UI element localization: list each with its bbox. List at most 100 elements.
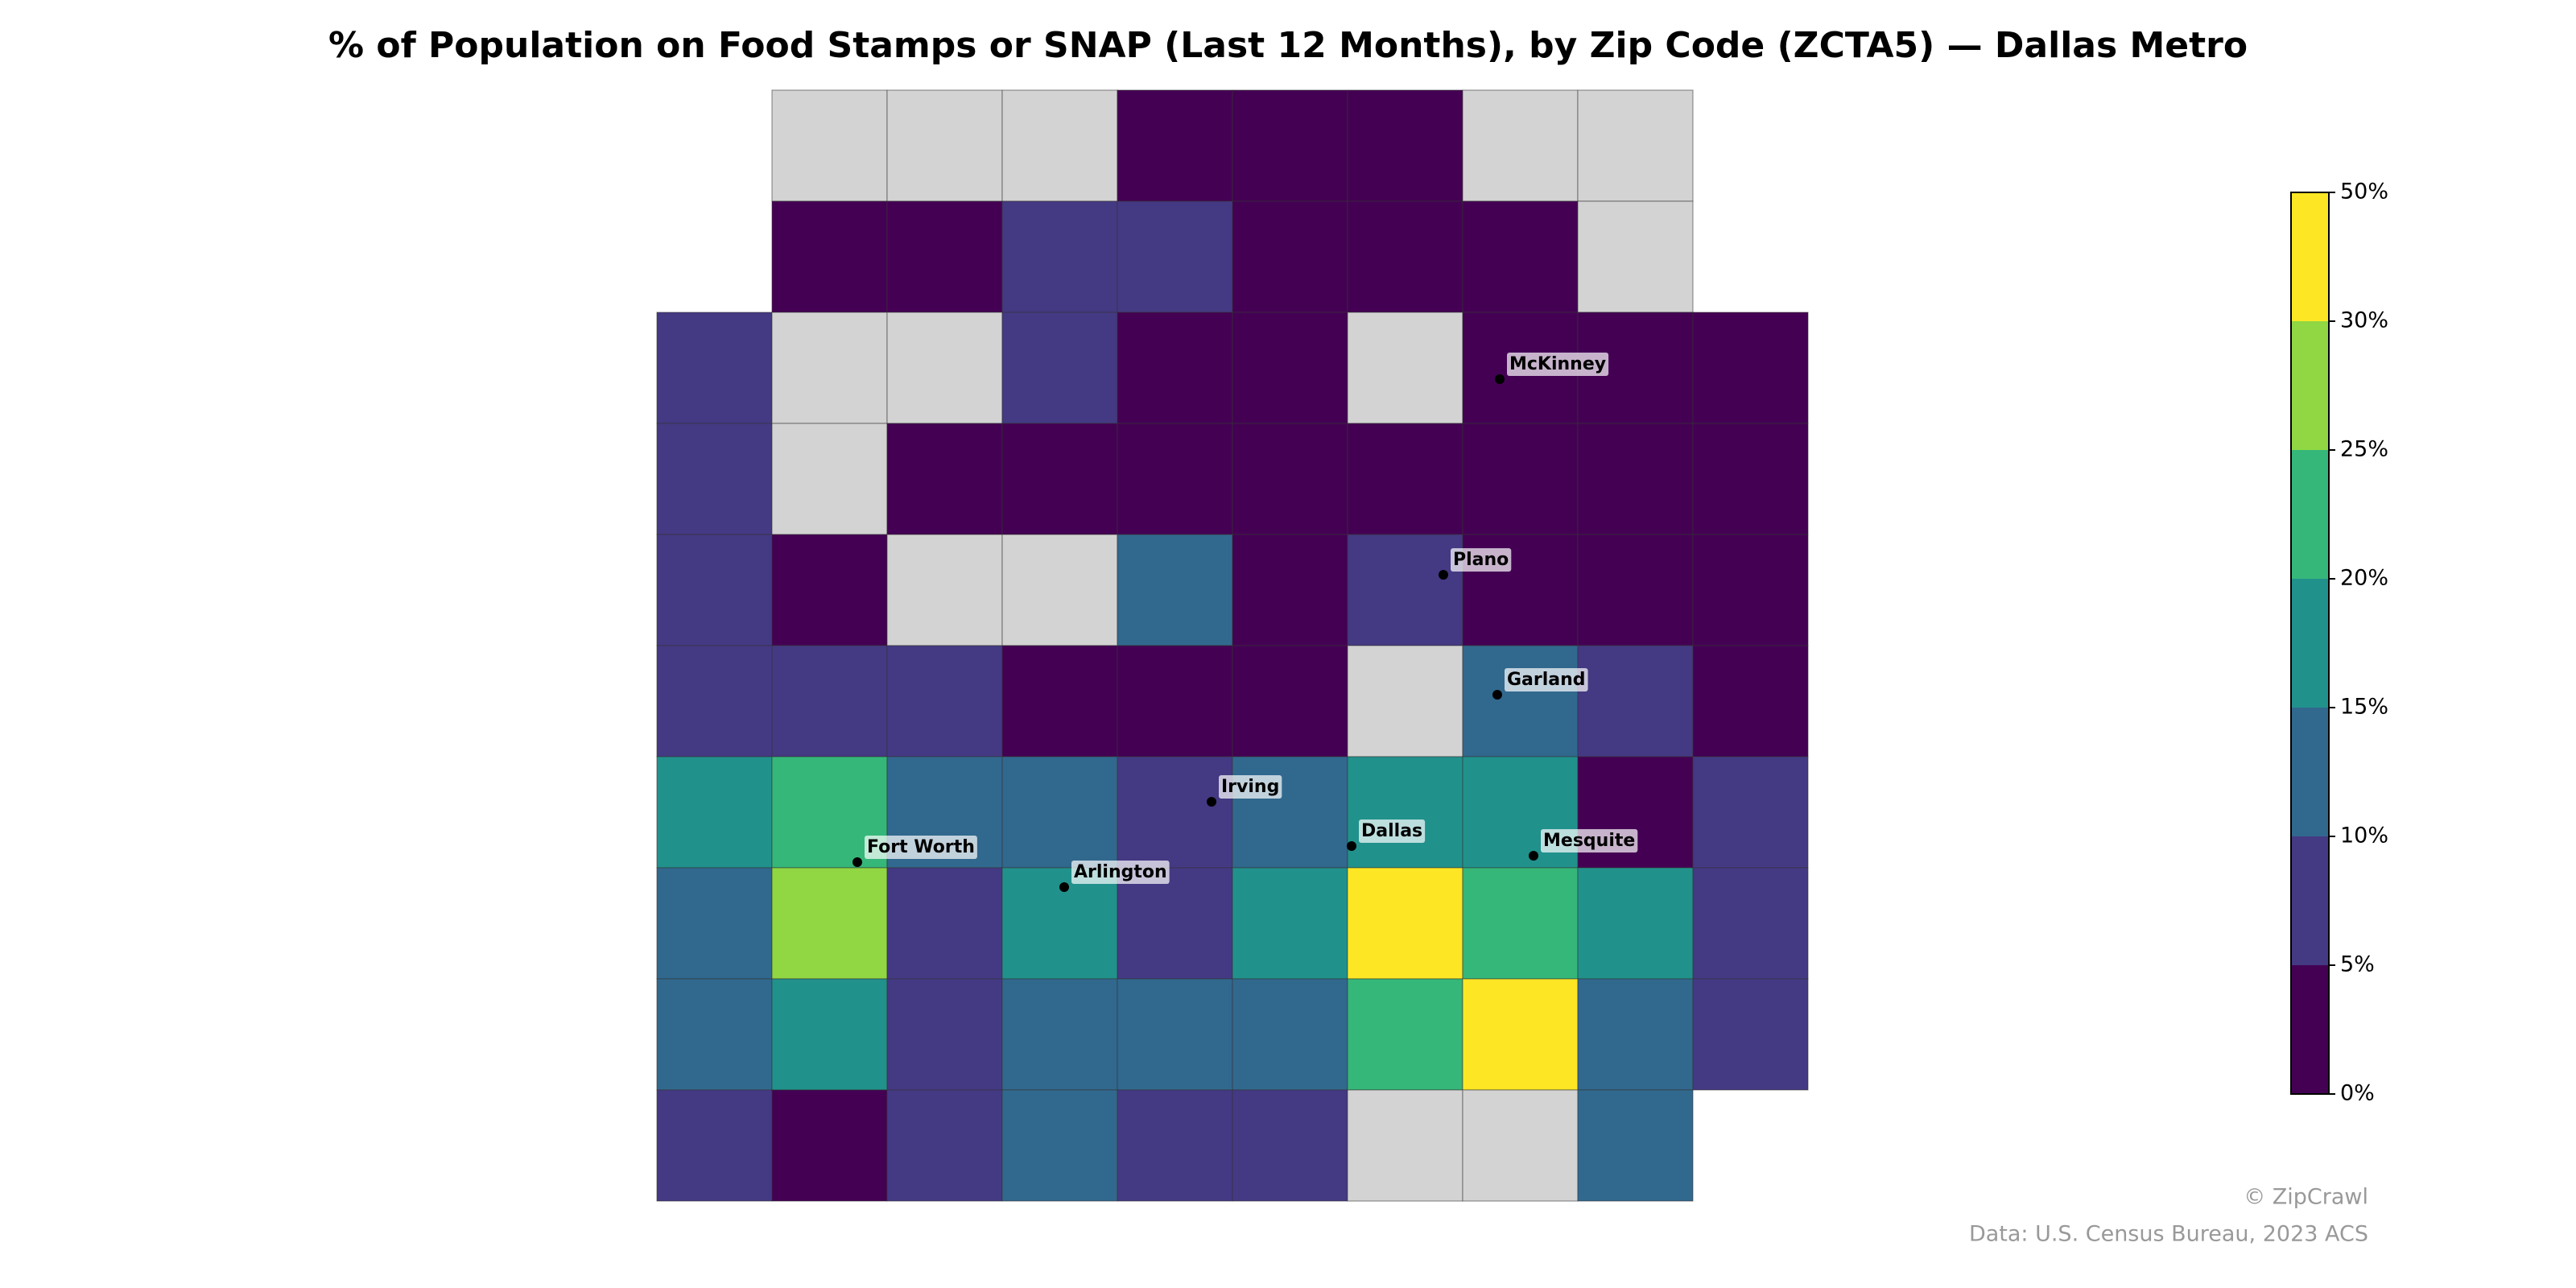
zip-zone bbox=[1692, 978, 1809, 1091]
zip-zone bbox=[1692, 756, 1809, 869]
zip-zone bbox=[1462, 867, 1579, 980]
no-data-zone bbox=[886, 534, 1003, 646]
zip-zone bbox=[1462, 978, 1579, 1091]
zip-zone bbox=[1462, 200, 1579, 313]
zip-zone bbox=[1462, 423, 1579, 535]
zip-zone bbox=[886, 867, 1003, 980]
zip-zone bbox=[1577, 534, 1694, 646]
zip-zone bbox=[1001, 312, 1118, 424]
zip-zones bbox=[656, 89, 1809, 1202]
zip-zone bbox=[1001, 978, 1118, 1091]
zip-zone bbox=[656, 756, 773, 869]
zip-zone bbox=[1117, 89, 1233, 202]
zip-zone bbox=[886, 1089, 1003, 1202]
zip-zone bbox=[1577, 1089, 1694, 1202]
colorbar-tick-label: 30% bbox=[2340, 308, 2388, 333]
zip-zone bbox=[1232, 312, 1348, 424]
city-label-bg bbox=[1451, 548, 1512, 572]
no-data-zone bbox=[1001, 534, 1118, 646]
zip-zone bbox=[1232, 978, 1348, 1091]
zip-zone bbox=[656, 534, 773, 646]
zip-zone bbox=[1347, 534, 1463, 646]
zip-zone bbox=[886, 645, 1003, 758]
zip-zone bbox=[1117, 756, 1233, 869]
colorbar-tick-label: 5% bbox=[2340, 952, 2375, 977]
city-label: Dallas bbox=[1361, 821, 1422, 841]
zip-zone bbox=[886, 978, 1003, 1091]
city-label-bg bbox=[1359, 819, 1426, 843]
no-data-zone bbox=[771, 312, 888, 424]
zip-zone bbox=[1001, 423, 1118, 535]
zip-zone bbox=[1577, 645, 1694, 758]
zip-zone bbox=[1117, 423, 1233, 535]
zip-zone bbox=[1001, 645, 1118, 758]
zip-zone bbox=[886, 423, 1003, 535]
city-label: Plano bbox=[1453, 550, 1509, 570]
zip-zone bbox=[1232, 534, 1348, 646]
colorbar-tick-label: 0% bbox=[2340, 1081, 2375, 1106]
colorbar-tick-label: 25% bbox=[2340, 437, 2388, 462]
zip-zone bbox=[1347, 89, 1463, 202]
no-data-zone bbox=[1001, 89, 1118, 202]
zip-zone bbox=[1117, 200, 1233, 313]
colorbar-tick-label: 20% bbox=[2340, 566, 2388, 591]
zip-zone bbox=[1577, 867, 1694, 980]
no-data-zone bbox=[1462, 89, 1579, 202]
zip-zone bbox=[1117, 534, 1233, 646]
city-label-bg bbox=[1541, 829, 1638, 852]
colorbar-segment bbox=[2291, 321, 2329, 450]
city-labels: McKinney Plano Garland Irving Dallas Mesquite… bbox=[852, 353, 1638, 892]
zip-zone bbox=[771, 1089, 888, 1202]
zip-zone bbox=[771, 645, 888, 758]
zip-zone bbox=[656, 423, 773, 535]
colorbar-segment bbox=[2291, 708, 2329, 836]
no-data-zone bbox=[886, 312, 1003, 424]
city-dot bbox=[852, 857, 862, 867]
city-label-bg bbox=[865, 836, 977, 859]
credit: © ZipCrawl bbox=[2244, 1185, 2368, 1210]
no-data-zone bbox=[771, 423, 888, 535]
zip-zone bbox=[1692, 867, 1809, 980]
source-note: Data: U.S. Census Bureau, 2023 ACS bbox=[1969, 1222, 2368, 1247]
zip-zone bbox=[656, 1089, 773, 1202]
city-label: Garland bbox=[1507, 670, 1586, 690]
zip-zone bbox=[1232, 1089, 1348, 1202]
city-label-bg bbox=[1219, 775, 1282, 799]
zip-zone bbox=[1001, 756, 1118, 869]
zip-zone bbox=[1117, 867, 1233, 980]
zip-zone bbox=[1001, 1089, 1118, 1202]
zip-zone bbox=[1692, 423, 1809, 535]
colorbar-segment bbox=[2291, 836, 2329, 965]
no-data-zone bbox=[1347, 312, 1463, 424]
zip-zone bbox=[1001, 867, 1118, 980]
colorbar-tick-label: 15% bbox=[2340, 695, 2388, 720]
colorbar-segment bbox=[2291, 579, 2329, 708]
no-data-zone bbox=[1577, 200, 1694, 313]
no-data-zone bbox=[771, 89, 888, 202]
city-label-bg bbox=[1505, 668, 1588, 691]
map-title: % of Population on Food Stamps or SNAP (… bbox=[328, 25, 2248, 66]
city-dot bbox=[1059, 882, 1069, 892]
zip-zone bbox=[1347, 978, 1463, 1091]
colorbar-segment bbox=[2291, 965, 2329, 1094]
city-label: Arlington bbox=[1074, 862, 1167, 882]
zip-zone bbox=[771, 978, 888, 1091]
zip-zone bbox=[1692, 312, 1809, 424]
zip-zone bbox=[1117, 978, 1233, 1091]
zip-zone bbox=[1577, 423, 1694, 535]
zip-zone bbox=[1347, 200, 1463, 313]
colorbar-segment bbox=[2291, 450, 2329, 579]
zip-zone bbox=[1347, 423, 1463, 535]
city-dot bbox=[1439, 570, 1448, 580]
zip-zone bbox=[656, 867, 773, 980]
colorbar-segment bbox=[2291, 192, 2329, 321]
no-data-zone bbox=[1462, 1089, 1579, 1202]
city-label: Mesquite bbox=[1543, 831, 1635, 851]
zip-zone bbox=[1692, 645, 1809, 758]
zip-zone bbox=[1577, 978, 1694, 1091]
zip-zone bbox=[1117, 645, 1233, 758]
zip-zone bbox=[771, 534, 888, 646]
zip-zone bbox=[1232, 89, 1348, 202]
zip-zone bbox=[886, 200, 1003, 313]
